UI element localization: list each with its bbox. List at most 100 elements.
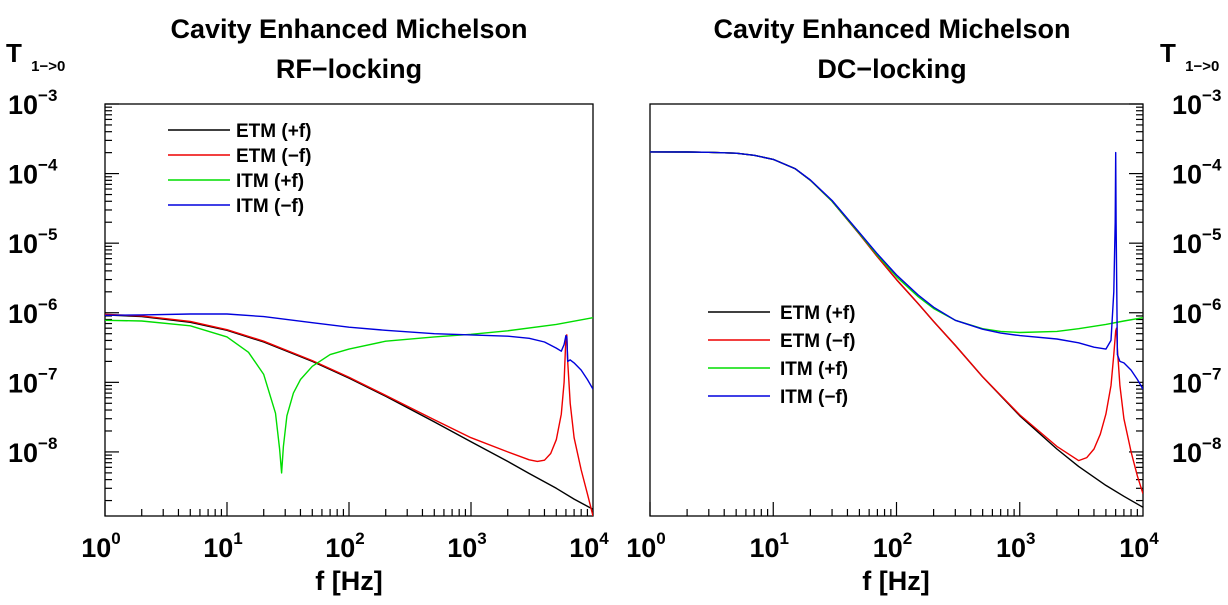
tick-exponent: −4: [38, 156, 58, 175]
title: Cavity Enhanced Michelson: [170, 14, 527, 44]
tick-base: 10: [749, 533, 779, 563]
tick-exponent: −5: [1202, 225, 1221, 244]
tick-base: 10: [8, 438, 38, 468]
x-tick-label: 101: [749, 529, 789, 563]
tick-base: 10: [8, 368, 38, 398]
x-tick-label: 104: [569, 529, 609, 563]
tick-exponent: 0: [111, 529, 120, 548]
legend: ETM (+f) ETM (−f) ITM (+f) ITM (−f): [708, 303, 855, 408]
subtitle: DC−locking: [817, 54, 966, 84]
legend-label: ETM (+f): [236, 121, 311, 142]
tick-base: 10: [1172, 368, 1202, 398]
subtitle: RF−locking: [276, 54, 422, 84]
x-tick-label: 102: [873, 529, 913, 563]
tick-base: 10: [996, 533, 1026, 563]
plot-frame: [104, 103, 594, 517]
tick-exponent: 3: [477, 529, 486, 548]
tick-exponent: −3: [1202, 86, 1221, 105]
x-tick-labels: 100 101 102 103 104: [81, 529, 609, 563]
axis-ticks: [649, 103, 1143, 516]
tick-base: 10: [325, 533, 355, 563]
tick-base: 10: [81, 533, 111, 563]
tick-base: 10: [8, 160, 38, 190]
y-axis-label-main: T: [6, 38, 22, 68]
tick-exponent: −7: [38, 364, 57, 383]
tick-base: 10: [1172, 438, 1202, 468]
tick-exponent: −4: [1202, 156, 1222, 175]
y-tick-label: 10−8: [8, 434, 57, 468]
series-line: [650, 151, 1143, 334]
series-line: [105, 317, 593, 474]
tick-exponent: −8: [1202, 434, 1221, 453]
tick-base: 10: [569, 533, 599, 563]
x-tick-label: 102: [325, 529, 365, 563]
tick-base: 10: [1172, 160, 1202, 190]
x-tick-label: 101: [203, 529, 243, 563]
y-tick-label: 10−7: [1172, 364, 1221, 398]
tick-base: 10: [1119, 533, 1149, 563]
y-axis-label-sub: 1−>0: [31, 58, 65, 75]
series-line: [105, 314, 593, 510]
tick-exponent: 1: [233, 529, 242, 548]
y-axis-label-sub: 1−>0: [1185, 58, 1219, 75]
legend: ETM (+f) ETM (−f) ITM (+f) ITM (−f): [168, 121, 311, 217]
x-tick-label: 100: [81, 529, 121, 563]
y-tick-label: 10−6: [8, 295, 57, 329]
tick-exponent: 4: [1149, 529, 1159, 548]
y-tick-label: 10−4: [1172, 156, 1222, 190]
y-tick-labels: 10−810−710−610−510−410−3: [1172, 86, 1222, 468]
x-axis-label: f [Hz]: [315, 566, 382, 596]
tick-exponent: −6: [1202, 295, 1221, 314]
panel-rf-locking: Cavity Enhanced Michelson RF−locking T 1…: [6, 14, 609, 596]
tick-exponent: 4: [599, 529, 609, 548]
tick-base: 10: [873, 533, 903, 563]
tick-base: 10: [626, 533, 656, 563]
y-tick-label: 10−3: [8, 86, 57, 120]
legend-label: ITM (+f): [236, 171, 304, 192]
tick-exponent: −3: [38, 86, 57, 105]
tick-exponent: 1: [780, 529, 789, 548]
tick-exponent: 2: [355, 529, 364, 548]
y-axis-label: T 1−>0: [6, 38, 65, 75]
tick-exponent: −6: [38, 295, 57, 314]
x-axis-label: f [Hz]: [862, 566, 929, 596]
series-group: [105, 313, 593, 516]
y-tick-label: 10−7: [8, 364, 57, 398]
tick-base: 10: [8, 229, 38, 259]
series-line: [105, 313, 593, 390]
title: Cavity Enhanced Michelson: [713, 14, 1070, 44]
legend-label: ITM (+f): [780, 359, 848, 380]
panel-dc-locking: Cavity Enhanced Michelson DC−locking T 1…: [626, 14, 1222, 596]
legend-label: ETM (+f): [780, 303, 855, 324]
y-axis-label: T 1−>0: [1160, 38, 1219, 75]
x-tick-labels: 100 101 102 103 104: [626, 529, 1159, 563]
series-line: [650, 151, 1143, 390]
legend-label: ETM (−f): [780, 331, 855, 352]
tick-exponent: −7: [1202, 364, 1221, 383]
tick-base: 10: [8, 299, 38, 329]
tick-base: 10: [447, 533, 477, 563]
y-tick-label: 10−8: [1172, 434, 1221, 468]
y-axis-label-main: T: [1160, 38, 1176, 68]
y-tick-label: 10−4: [8, 156, 58, 190]
tick-base: 10: [1172, 299, 1202, 329]
y-tick-label: 10−5: [8, 225, 57, 259]
tick-base: 10: [8, 90, 38, 120]
tick-base: 10: [203, 533, 233, 563]
x-tick-label: 100: [626, 529, 666, 563]
series-group: [650, 151, 1143, 508]
series-line: [650, 151, 1143, 495]
tick-exponent: −8: [38, 434, 57, 453]
y-tick-labels: 10−810−710−610−510−410−3: [8, 86, 58, 468]
tick-exponent: 3: [1026, 529, 1035, 548]
x-tick-label: 103: [996, 529, 1036, 563]
tick-exponent: 0: [656, 529, 665, 548]
tick-base: 10: [1172, 90, 1202, 120]
tick-base: 10: [1172, 229, 1202, 259]
x-tick-label: 104: [1119, 529, 1159, 563]
tick-exponent: 2: [903, 529, 912, 548]
y-tick-label: 10−3: [1172, 86, 1221, 120]
legend-label: ITM (−f): [236, 196, 304, 217]
